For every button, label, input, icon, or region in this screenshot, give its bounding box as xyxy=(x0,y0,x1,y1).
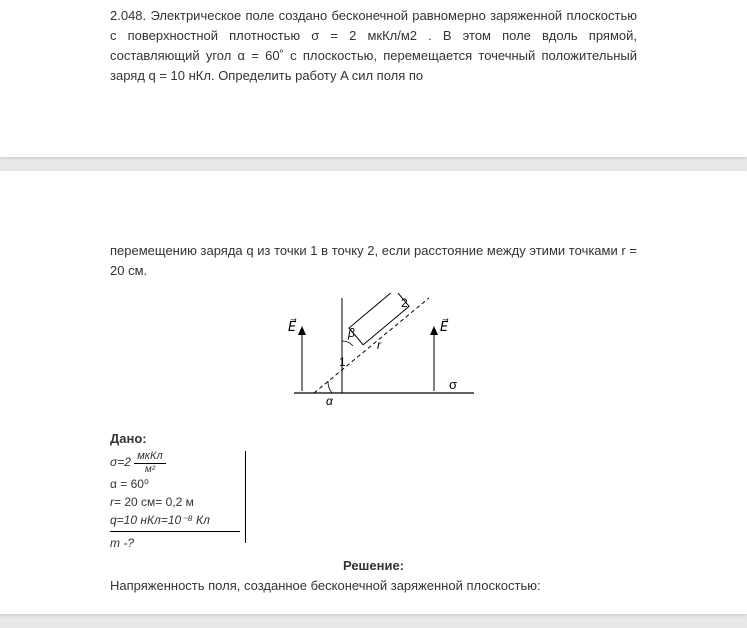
problem-text-1: Электрическое поле создано бесконечной р… xyxy=(110,8,637,83)
given-alpha: α = 60⁰ xyxy=(110,475,240,493)
beta-label: β xyxy=(347,326,355,340)
alpha-label: α xyxy=(326,394,334,408)
solution-line-1: Напряженность поля, созданное бесконечно… xyxy=(110,576,637,596)
given-sigma-lhs: σ=2 xyxy=(110,455,131,469)
problem-paragraph-2: перемещению заряда q из точки 1 в точку … xyxy=(110,241,637,281)
point-1-label: 1 xyxy=(339,355,346,369)
beta-arc xyxy=(342,341,353,346)
given-sigma: σ=2 мкКл м² xyxy=(110,451,240,475)
given-r: r= 20 см= 0,2 м xyxy=(110,493,240,511)
e-right-arrowhead xyxy=(430,326,438,335)
page-2: перемещению заряда q из точки 1 в точку … xyxy=(0,171,747,615)
e-right-label: E⃗ xyxy=(440,318,449,333)
given-sigma-frac: мкКл м² xyxy=(134,451,165,475)
given-q: q=10 нКл=10⁻⁸ Кл xyxy=(110,511,240,529)
sigma-label: σ xyxy=(449,377,457,392)
given-block: σ=2 мкКл м² α = 60⁰ r= 20 см= 0,2 м q=10… xyxy=(110,451,262,552)
given-section: Дано: xyxy=(110,429,637,449)
given-sigma-num: мкКл xyxy=(134,451,165,464)
r-label: r xyxy=(377,338,382,352)
diagram-container: E⃗ E⃗ β r α σ 1 2 xyxy=(110,293,637,419)
page-1: 2.048. Электрическое поле создано бескон… xyxy=(0,0,747,157)
problem-number: 2.048. xyxy=(110,8,146,23)
page-2-content: перемещению заряда q из точки 1 в точку … xyxy=(0,171,747,615)
given-sigma-den: м² xyxy=(134,464,165,475)
point-2-label: 2 xyxy=(401,296,408,310)
alpha-arc xyxy=(327,381,331,393)
given-title: Дано: xyxy=(110,431,147,446)
given-divider xyxy=(110,531,240,532)
page-1-content: 2.048. Электрическое поле создано бескон… xyxy=(0,0,747,157)
given-column: σ=2 мкКл м² α = 60⁰ r= 20 см= 0,2 м q=10… xyxy=(110,451,262,552)
physics-diagram: E⃗ E⃗ β r α σ 1 2 xyxy=(254,293,494,413)
given-find: m -? xyxy=(110,534,240,552)
e-left-label: E⃗ xyxy=(288,318,297,333)
e-left-arrowhead xyxy=(298,326,306,335)
given-vertical-rule xyxy=(245,451,246,543)
problem-paragraph-1: 2.048. Электрическое поле создано бескон… xyxy=(110,6,637,87)
solution-title: Решение: xyxy=(110,556,637,576)
